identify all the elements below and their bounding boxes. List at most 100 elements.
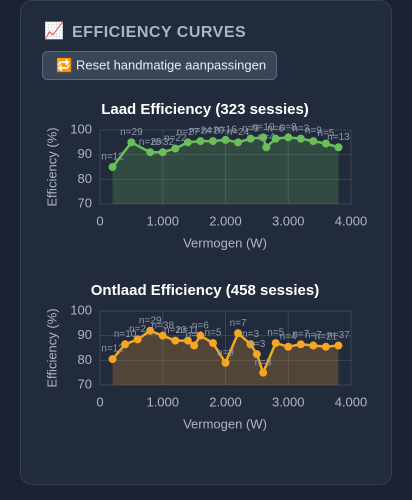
point-label: n=5 (317, 128, 334, 139)
point-label: n=12 (101, 344, 124, 355)
area (112, 137, 339, 204)
point (158, 148, 167, 157)
point (321, 342, 330, 351)
point-label: n=8 (280, 122, 297, 133)
point-label: n=6 (192, 320, 209, 331)
card (20, 0, 392, 485)
point-label: n=9 (242, 123, 259, 134)
point-label: n=3 (292, 123, 309, 134)
point-label: n=5 (267, 328, 284, 339)
point (208, 339, 217, 348)
y-tick-label: 100 (70, 121, 92, 136)
point (309, 137, 318, 146)
y-tick-label: 70 (78, 195, 92, 210)
point-label: n=3 (242, 329, 259, 340)
x-tick-label: 1.000 (146, 394, 179, 409)
point-label: n=29 (120, 127, 143, 138)
point (271, 339, 280, 348)
point-label: n=25 (139, 137, 162, 148)
button-icon[interactable]: 🔁 (56, 57, 72, 72)
point (234, 138, 243, 147)
point (284, 133, 293, 142)
point (183, 336, 192, 345)
point-label: n=2 (129, 324, 146, 335)
point (334, 143, 343, 152)
point (158, 331, 167, 340)
reset-button[interactable]: 🔁 Reset handmatige aanpassingen (42, 51, 277, 80)
point-label: n=20 (202, 126, 225, 137)
y-tick-label: 90 (78, 146, 92, 161)
point (146, 326, 155, 335)
point-label: n=7 (230, 318, 247, 329)
x-axis-label: Vermogen (W) (183, 416, 267, 431)
point (221, 135, 230, 144)
point-label: n=38 (151, 320, 174, 331)
point-label: n=9 (305, 126, 322, 137)
point-label: n=3 (248, 339, 265, 350)
x-tick-label: 0 (96, 394, 103, 409)
point-label: n=16 (214, 125, 237, 136)
header-icon: 📈 (44, 21, 64, 40)
button-label[interactable]: Reset handmatige aanpassingen (76, 57, 266, 72)
point (183, 138, 192, 147)
point-label: n=4 (186, 330, 203, 341)
point (284, 342, 293, 351)
point-label: n=29 (139, 315, 162, 326)
point-label: n=6 (267, 123, 284, 134)
point (196, 137, 205, 146)
point (296, 134, 305, 143)
point-label: n=37 (327, 330, 350, 341)
point (221, 358, 230, 367)
x-tick-label: 2.000 (209, 394, 242, 409)
x-tick-label: 2.000 (209, 213, 242, 228)
point-label: n=10 (114, 329, 137, 340)
point (259, 133, 268, 142)
point (296, 340, 305, 349)
point-label: n=4 (258, 132, 275, 143)
point (127, 138, 136, 147)
point-label: n=13 (327, 132, 350, 143)
point (146, 148, 155, 157)
point (262, 143, 271, 152)
point (321, 139, 330, 148)
x-tick-label: 0 (96, 213, 103, 228)
x-tick-label: 3.000 (272, 213, 305, 228)
point (252, 350, 261, 359)
y-tick-label: 70 (78, 376, 92, 391)
y-axis-label: Efficiency (%) (44, 308, 59, 387)
y-axis-label: Efficiency (%) (44, 127, 59, 206)
point-label: n=10 (252, 122, 275, 133)
chart-title: Ontlaad Efficiency (458 sessies) (91, 282, 319, 299)
point-label: n=9 (217, 347, 234, 358)
y-tick-label: 80 (78, 171, 92, 186)
point (171, 336, 180, 345)
point-label: n=12 (101, 152, 124, 163)
chart-title: Laad Efficiency (323 sessies) (101, 101, 309, 118)
point-label: n=3 (255, 357, 272, 368)
point-label: n=22 (164, 133, 187, 144)
y-tick-label: 100 (70, 302, 92, 317)
point (208, 137, 217, 146)
point (171, 144, 180, 153)
x-tick-label: 4.000 (335, 394, 368, 409)
point-label: n=4 (280, 331, 297, 342)
point (190, 341, 199, 350)
point-label: n=32 (151, 137, 174, 148)
y-tick-label: 80 (78, 352, 92, 367)
point (246, 134, 255, 143)
area (112, 330, 339, 385)
point (108, 163, 117, 171)
point (133, 335, 142, 344)
point-label: n=24 (189, 126, 212, 137)
x-tick-label: 4.000 (335, 213, 368, 228)
point (108, 355, 117, 364)
button-background[interactable] (42, 51, 277, 80)
x-tick-label: 3.000 (272, 394, 305, 409)
point-label: n=27 (177, 127, 200, 138)
point-label: n=7 (305, 330, 322, 341)
y-tick-label: 90 (78, 327, 92, 342)
point-label: n=11 (177, 325, 199, 336)
point-label: n=5 (204, 328, 221, 339)
point (234, 329, 243, 338)
